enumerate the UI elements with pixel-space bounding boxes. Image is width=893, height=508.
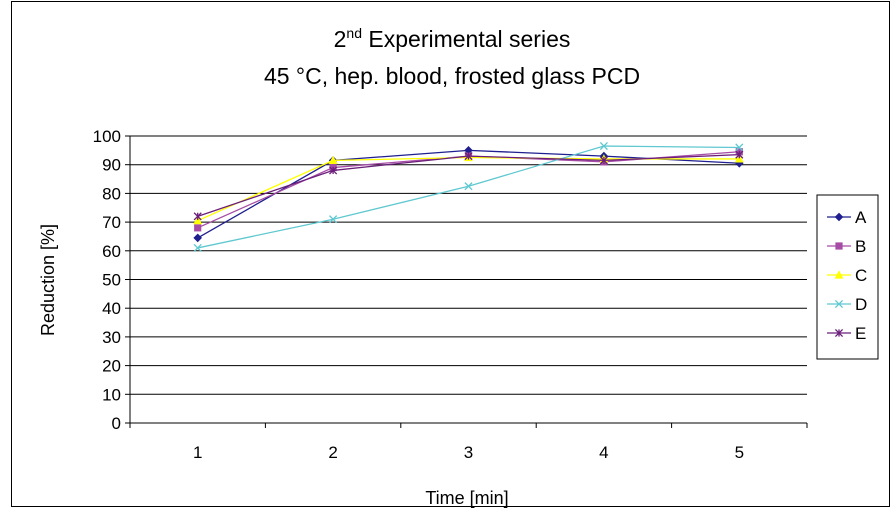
series-a-line [197, 149, 740, 239]
series-e-point-1 [193, 212, 202, 221]
y-tick-label-60: 60 [102, 242, 121, 261]
series-d-point-5-stroke-2 [735, 143, 744, 152]
x-tick-label-1: 1 [193, 443, 202, 462]
legend-a-marker [834, 212, 844, 222]
series-c-point-5 [734, 154, 744, 163]
y-tick-label-100: 100 [93, 127, 121, 146]
series-d-point-2-stroke-2 [329, 215, 338, 224]
y-tick-label-50: 50 [102, 271, 121, 290]
chart-frame: 2nd Experimental series 45 °C, hep. bloo… [11, 1, 890, 508]
legend-e-label: E [855, 324, 866, 343]
chart-title-line-2: 45 °C, hep. blood, frosted glass PCD [264, 63, 640, 89]
y-tick-label-30: 30 [102, 328, 121, 347]
legend-d-marker-stroke-2 [834, 299, 844, 309]
y-tick-label-0: 0 [112, 414, 121, 433]
x-tick-label-3: 3 [464, 443, 473, 462]
series-e-point-3 [464, 152, 473, 161]
series-d-point-5 [735, 143, 744, 152]
series-lines [193, 141, 744, 252]
series-d-point-1-stroke-2 [193, 243, 202, 252]
chart-title-line-1: 2nd Experimental series [334, 25, 571, 52]
series-d-line [197, 145, 740, 249]
series-c-point-1 [193, 216, 203, 225]
y-tick-label-40: 40 [102, 299, 121, 318]
legend-c-label: C [855, 266, 867, 285]
series-d-point-1 [193, 243, 202, 252]
series-d-point-2 [329, 215, 338, 224]
series-d-point-4-stroke-2 [599, 141, 608, 151]
y-tick-label-10: 10 [102, 385, 121, 404]
line-chart: 2nd Experimental series 45 °C, hep. bloo… [38, 25, 879, 508]
series-e-point-5 [735, 150, 744, 159]
series-e-point-2 [329, 166, 338, 175]
series-a-point-1 [193, 233, 203, 243]
series-d-point-3-stroke-2 [464, 182, 473, 191]
gridlines [130, 135, 807, 395]
series-d-point-4 [599, 141, 608, 151]
legend-e-marker [834, 328, 844, 338]
y-axis-label: Reduction [%] [38, 224, 58, 336]
legend-a-label: A [855, 208, 867, 227]
y-tick-label-80: 80 [102, 184, 121, 203]
series-b-line [197, 151, 740, 229]
legend-b-label: B [855, 237, 866, 256]
series-e-point-4 [599, 156, 608, 165]
series-b-point-1 [194, 224, 202, 232]
y-tick-label-70: 70 [102, 213, 121, 232]
x-axis-label: Time [min] [425, 488, 508, 508]
legend-box [816, 194, 879, 360]
x-tick-label-2: 2 [328, 443, 337, 462]
series-d-point-3 [464, 182, 473, 191]
legend-d-label: D [855, 295, 867, 314]
legend-b-marker [835, 242, 843, 250]
y-tick-label-90: 90 [102, 156, 121, 175]
x-tick-label-5: 5 [735, 443, 744, 462]
legend-c-marker [834, 270, 844, 279]
x-tick-label-4: 4 [599, 443, 608, 462]
axes: 0 10 20 30 40 50 60 70 80 90 100 1 2 3 4 5 [93, 127, 808, 462]
legend-d-marker [834, 299, 844, 309]
series-c-point-2 [328, 155, 338, 164]
y-tick-label-20: 20 [102, 357, 121, 376]
